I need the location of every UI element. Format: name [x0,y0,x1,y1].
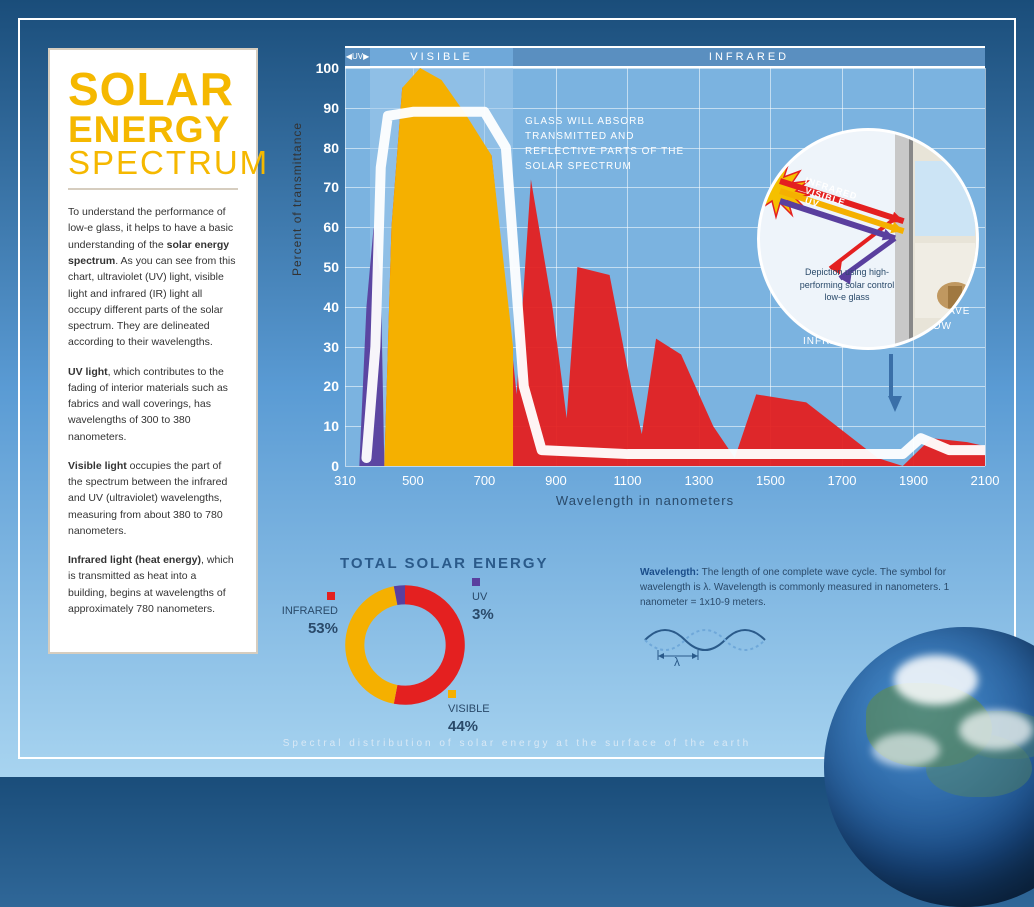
donut-uv-pct: 3% [472,606,494,623]
donut-chart: INFRARED 53% UV 3% VISIBLE 44% [340,580,470,710]
para4a: Infrared light (heat energy) [68,554,201,566]
para3a: Visible light [68,460,127,472]
xtick: 1700 [828,473,857,488]
band-header: ◀UV▶VISIBLEINFRARED [345,46,985,68]
spectrum-chart: ◀UV▶VISIBLEINFRARED GLASS WILL ABSORB TR… [305,46,985,506]
donut-label-visible: VISIBLE 44% [448,688,490,736]
para1c: . As you can see from this chart, ultrav… [68,255,236,348]
band-visible: VISIBLE [370,48,513,66]
donut-title: TOTAL SOLAR ENERGY [340,555,600,572]
wavelength-lead: Wavelength: [640,567,699,578]
chart-x-label: Wavelength in nanometers [556,493,734,508]
donut-chart-panel: TOTAL SOLAR ENERGY INFRARED 53% UV 3% VI… [340,555,600,710]
ytick: 10 [305,418,339,434]
inset-svg: INFRAREDVISIBLEUV [760,131,979,350]
donut-label-infrared: INFRARED 53% [278,590,338,638]
donut-slice-visible [345,586,397,703]
xtick: 1100 [613,473,641,488]
glass-inset-diagram: INFRAREDVISIBLEUV Depiction using high-p… [757,128,979,350]
xtick: 700 [474,473,496,488]
ytick: 80 [305,140,339,156]
ytick: 20 [305,378,339,394]
para2a: UV light [68,366,108,378]
ytick: 30 [305,339,339,355]
donut-vis-name: VISIBLE [448,703,490,715]
xtick: 1300 [684,473,713,488]
xtick: 500 [402,473,424,488]
sidebar-para-uv: UV light, which contributes to the fadin… [68,364,238,445]
donut-ir-name: INFRARED [282,605,338,617]
band-uv: ◀UV▶ [345,48,370,66]
title-line-2: ENERGY [68,112,238,147]
xtick: 1500 [756,473,785,488]
grid-v [985,68,986,466]
donut-vis-pct: 44% [448,718,478,735]
inset-caption: Depiction using high-performing solar co… [792,266,902,304]
xtick: 2100 [971,473,1000,488]
ytick: 0 [305,458,339,474]
title-line-3: SPECTRUM [68,147,238,190]
arrow-stem [889,354,893,398]
chart-plot-area: GLASS WILL ABSORB TRANSMITTED AND REFLEC… [345,68,985,466]
donut-label-uv: UV 3% [472,576,494,624]
footer-caption: Spectral distribution of solar energy at… [283,738,752,749]
infographic-title: SOLAR ENERGY SPECTRUM [68,68,238,190]
sidebar-para-infrared: Infrared light (heat energy), which is t… [68,552,238,617]
ytick: 60 [305,219,339,235]
xtick: 900 [545,473,567,488]
title-line-1: SOLAR [68,68,238,112]
arrow-down-icon [888,396,902,412]
donut-uv-name: UV [472,591,487,603]
chart-y-label: Percent of transmittance [290,122,304,276]
ytick: 90 [305,100,339,116]
chart-annotation-absorb: GLASS WILL ABSORB TRANSMITTED AND REFLEC… [525,114,695,174]
sidebar-panel: SOLAR ENERGY SPECTRUM To understand the … [48,48,258,654]
xtick: 1900 [899,473,928,488]
sidebar-para-intro: To understand the performance of low-e g… [68,204,238,350]
ytick: 100 [305,60,339,76]
grid-h [345,466,985,467]
ytick: 70 [305,179,339,195]
donut-ir-pct: 53% [308,620,338,637]
svg-text:λ: λ [674,655,680,666]
ytick: 40 [305,299,339,315]
band-infrared: INFRARED [513,48,985,66]
xtick: 310 [334,473,356,488]
sidebar-para-visible: Visible light occupies the part of the s… [68,458,238,539]
ytick: 50 [305,259,339,275]
